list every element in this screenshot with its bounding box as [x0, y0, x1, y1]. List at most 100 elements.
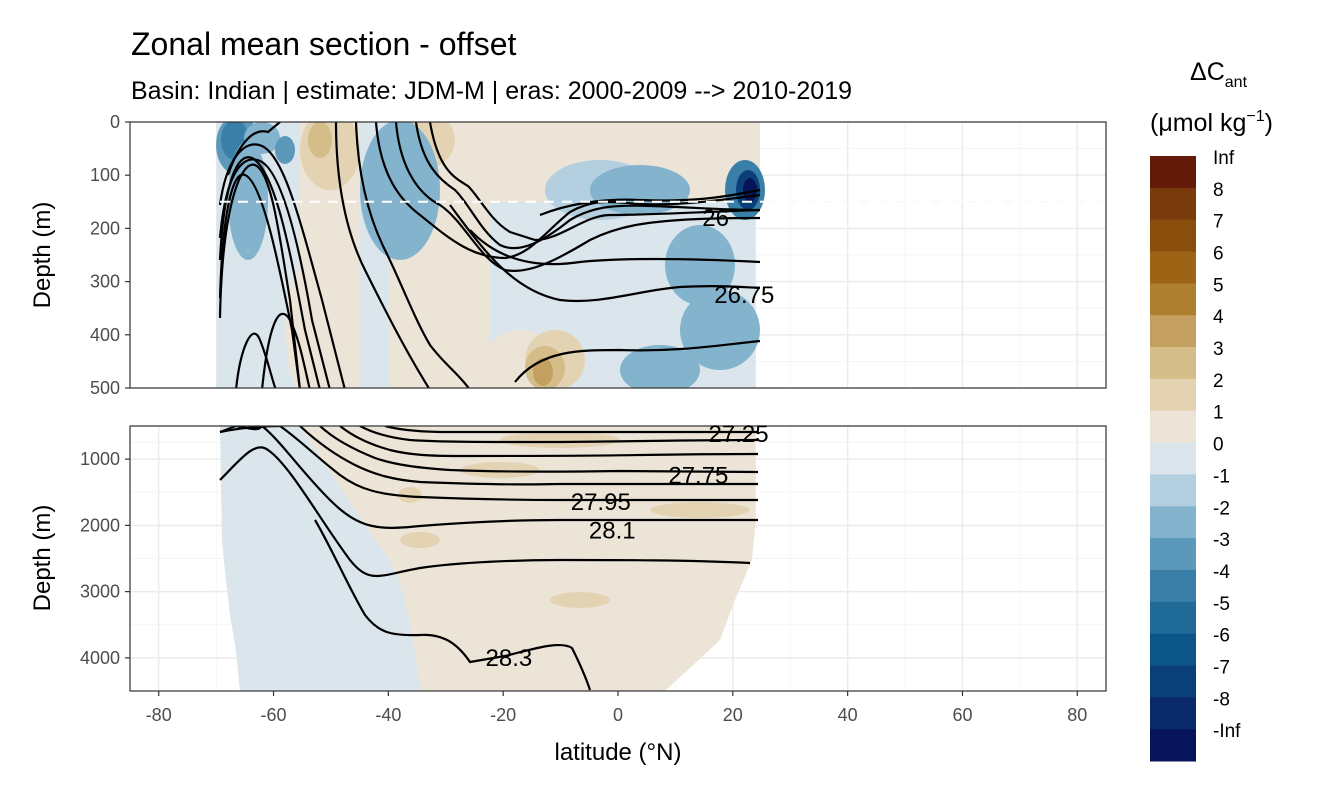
legend-label: -5: [1213, 594, 1230, 615]
legend-label: -3: [1213, 530, 1230, 551]
field-anomaly-patch: [665, 225, 735, 305]
field-anomaly-patch: [400, 532, 440, 548]
upper-isopycnal: [374, 122, 761, 260]
contour-label: 26: [702, 205, 729, 232]
x-tick-label: 40: [838, 705, 858, 725]
upper-isopycnal: [514, 339, 761, 383]
legend-label: -1: [1213, 466, 1230, 487]
field-anomaly-patch: [360, 122, 440, 260]
y-axis-label-deep: Depth (m): [29, 505, 56, 612]
deep-isopycnal: [359, 426, 759, 444]
y-tick-label: 100: [90, 165, 120, 185]
deep-isopycnal: [314, 519, 592, 691]
x-tick-label: -40: [375, 705, 401, 725]
legend-label: -8: [1213, 689, 1230, 710]
y-tick-label: 1000: [80, 449, 120, 469]
legend-label: 6: [1213, 244, 1224, 265]
upper-panel: 0 100 200 300 400 500 26 26.75: [90, 112, 1107, 398]
deep-isopycnal: [299, 426, 758, 486]
contour-label: 27.25: [709, 421, 769, 448]
field-region: [130, 122, 217, 388]
upper-isopycnal: [354, 122, 470, 388]
field-anomaly-patch: [680, 290, 760, 370]
legend-swatch: [1150, 410, 1196, 444]
legend-label: 1: [1213, 403, 1224, 424]
legend-label: -Inf: [1213, 721, 1241, 742]
x-tick-label: 0: [613, 705, 623, 725]
legend-label: 4: [1213, 307, 1224, 328]
x-tick-label: -20: [490, 705, 516, 725]
y-tick-label: 200: [90, 218, 120, 238]
upper-panel-border: [129, 121, 1107, 389]
x-tick-label: -60: [261, 705, 287, 725]
field-anomaly-patch: [286, 270, 314, 388]
x-axis: -80 -60 -40 -20 0 20 40 60 80: [146, 691, 1087, 725]
legend-label: 2: [1213, 371, 1224, 392]
upper-isopycnal: [218, 163, 301, 388]
contour-label: 28.1: [589, 518, 636, 545]
field-anomaly-patch: [275, 136, 295, 164]
legend-swatch: [1150, 506, 1196, 539]
legend-swatch: [1150, 442, 1196, 475]
x-tick-label: -80: [146, 705, 172, 725]
upper-isopycnal: [235, 332, 277, 388]
legend-label: -4: [1213, 562, 1230, 583]
legend-unit: (μmol kg−1): [1150, 108, 1273, 137]
legend-swatch: [1150, 729, 1196, 762]
legend-swatch: [1150, 219, 1196, 253]
upper-isopycnal: [218, 158, 331, 388]
legend-title: ΔCant: [1190, 58, 1248, 91]
deep-panel-field: [216, 426, 759, 691]
y-tick-label: 500: [90, 378, 120, 398]
x-tick-label: 20: [723, 705, 743, 725]
upper-isopycnal: [394, 122, 761, 272]
legend-swatch: [1150, 347, 1196, 380]
field-region: [220, 426, 420, 691]
chart-title: Zonal mean section - offset: [131, 26, 517, 62]
legend-label: 0: [1213, 435, 1224, 456]
contour-label: 27.75: [668, 463, 728, 490]
legend-swatch: [1150, 601, 1196, 635]
upper-panel-field: [130, 122, 1106, 388]
upper-isopycnal: [334, 122, 431, 388]
field-anomaly-patch: [650, 502, 750, 518]
deep-isopycnal: [319, 426, 759, 474]
legend-swatch: [1150, 569, 1196, 603]
legend-label: -7: [1213, 657, 1230, 678]
contour-label: 27.95: [571, 489, 631, 516]
legend-swatch: [1150, 187, 1196, 221]
y-tick-label: 3000: [80, 582, 120, 602]
upper-isopycnal: [539, 188, 761, 217]
y-tick-label: 0: [110, 112, 120, 132]
y-tick-label: 4000: [80, 648, 120, 668]
contour-label: 26.75: [714, 282, 774, 309]
legend-label: 5: [1213, 275, 1224, 296]
legend-label: 7: [1213, 212, 1224, 233]
y-axis-label-upper: Depth (m): [29, 202, 56, 309]
legend-swatch: [1150, 283, 1196, 316]
color-legend: ΔCant (μmol kg−1) Inf 8 7 6 5 4 3 2 1 0 -1 -2 -3 -4 -5…: [1150, 58, 1273, 762]
field-anomaly-patch: [533, 358, 553, 386]
x-tick-label: 80: [1067, 705, 1087, 725]
deep-isopycnal: [261, 426, 758, 529]
legend-swatch: [1150, 378, 1196, 412]
deep-isopycnal: [339, 426, 759, 458]
legend-swatch: [1150, 665, 1196, 698]
legend-swatch: [1150, 538, 1196, 571]
deep-isopycnal: [384, 426, 758, 434]
legend-label: -6: [1213, 626, 1230, 647]
field-anomaly-patch: [550, 592, 610, 608]
legend-label: -2: [1213, 498, 1230, 519]
upper-isopycnal: [226, 122, 281, 176]
field-anomaly-patch: [308, 122, 332, 158]
upper-isopycnal: [261, 312, 311, 388]
upper-isopycnal: [218, 173, 301, 388]
field-anomaly-patch: [398, 487, 422, 503]
x-tick-label: 60: [952, 705, 972, 725]
upper-isopycnal: [428, 122, 761, 242]
field-anomaly-patch: [620, 345, 700, 388]
deep-isopycnal: [219, 446, 751, 578]
y-tick-label: 300: [90, 272, 120, 292]
